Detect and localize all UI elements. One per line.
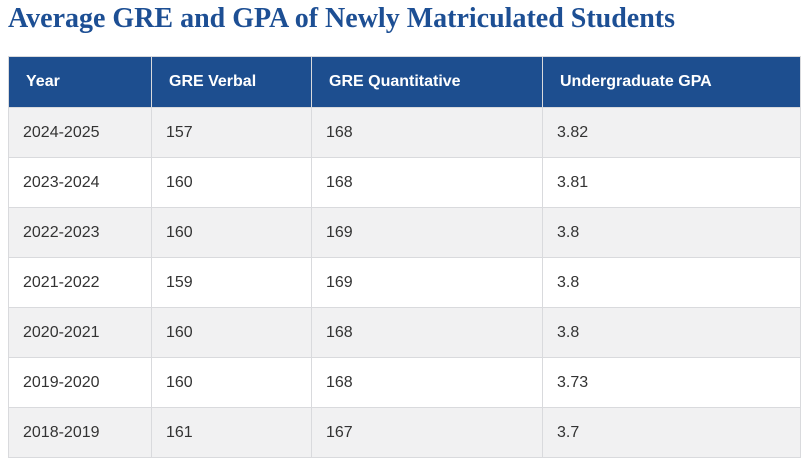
- content-area: Average GRE and GPA of Newly Matriculate…: [8, 3, 801, 458]
- gre-quantitative-cell: 169: [311, 207, 543, 258]
- gre-verbal-cell: 160: [151, 157, 312, 208]
- gre-quantitative-cell: 169: [311, 257, 543, 308]
- gre-verbal-cell: 157: [151, 107, 312, 158]
- gre-verbal-cell: 160: [151, 357, 312, 408]
- undergraduate-gpa-cell: 3.82: [542, 107, 801, 158]
- year-cell: 2021-2022: [8, 257, 152, 308]
- year-cell: 2019-2020: [8, 357, 152, 408]
- year-cell: 2020-2021: [8, 307, 152, 358]
- table-row: 2020-2021 160 168 3.8: [8, 307, 801, 358]
- undergraduate-gpa-cell: 3.8: [542, 207, 801, 258]
- year-cell: 2024-2025: [8, 107, 152, 158]
- year-cell: 2018-2019: [8, 407, 152, 458]
- table-row: 2019-2020 160 168 3.73: [8, 357, 801, 408]
- page-title: Average GRE and GPA of Newly Matriculate…: [8, 3, 676, 34]
- year-cell: 2022-2023: [8, 207, 152, 258]
- gre-verbal-cell: 159: [151, 257, 312, 308]
- year-cell: 2023-2024: [8, 157, 152, 208]
- undergraduate-gpa-cell: 3.8: [542, 307, 801, 358]
- undergraduate-gpa-cell: 3.73: [542, 357, 801, 408]
- column-header-undergraduate-gpa: Undergraduate GPA: [542, 56, 801, 108]
- column-header-gre-verbal: GRE Verbal: [151, 56, 312, 108]
- table-row: 2023-2024 160 168 3.81: [8, 157, 801, 208]
- gre-quantitative-cell: 168: [311, 357, 543, 408]
- gre-verbal-cell: 161: [151, 407, 312, 458]
- header-row: Year GRE Verbal GRE Quantitative Undergr…: [8, 56, 801, 108]
- gre-verbal-cell: 160: [151, 307, 312, 358]
- table-row: 2018-2019 161 167 3.7: [8, 407, 801, 458]
- column-header-year: Year: [8, 56, 152, 108]
- undergraduate-gpa-cell: 3.8: [542, 257, 801, 308]
- table-row: 2021-2022 159 169 3.8: [8, 257, 801, 308]
- gre-verbal-cell: 160: [151, 207, 312, 258]
- undergraduate-gpa-cell: 3.7: [542, 407, 801, 458]
- table-row: 2022-2023 160 169 3.8: [8, 207, 801, 258]
- gre-quantitative-cell: 168: [311, 107, 543, 158]
- table-row: 2024-2025 157 168 3.82: [8, 107, 801, 158]
- undergraduate-gpa-cell: 3.81: [542, 157, 801, 208]
- gre-quantitative-cell: 168: [311, 307, 543, 358]
- column-header-gre-quantitative: GRE Quantitative: [311, 56, 543, 108]
- gre-gpa-table: Year GRE Verbal GRE Quantitative Undergr…: [8, 56, 801, 458]
- gre-quantitative-cell: 168: [311, 157, 543, 208]
- gre-quantitative-cell: 167: [311, 407, 543, 458]
